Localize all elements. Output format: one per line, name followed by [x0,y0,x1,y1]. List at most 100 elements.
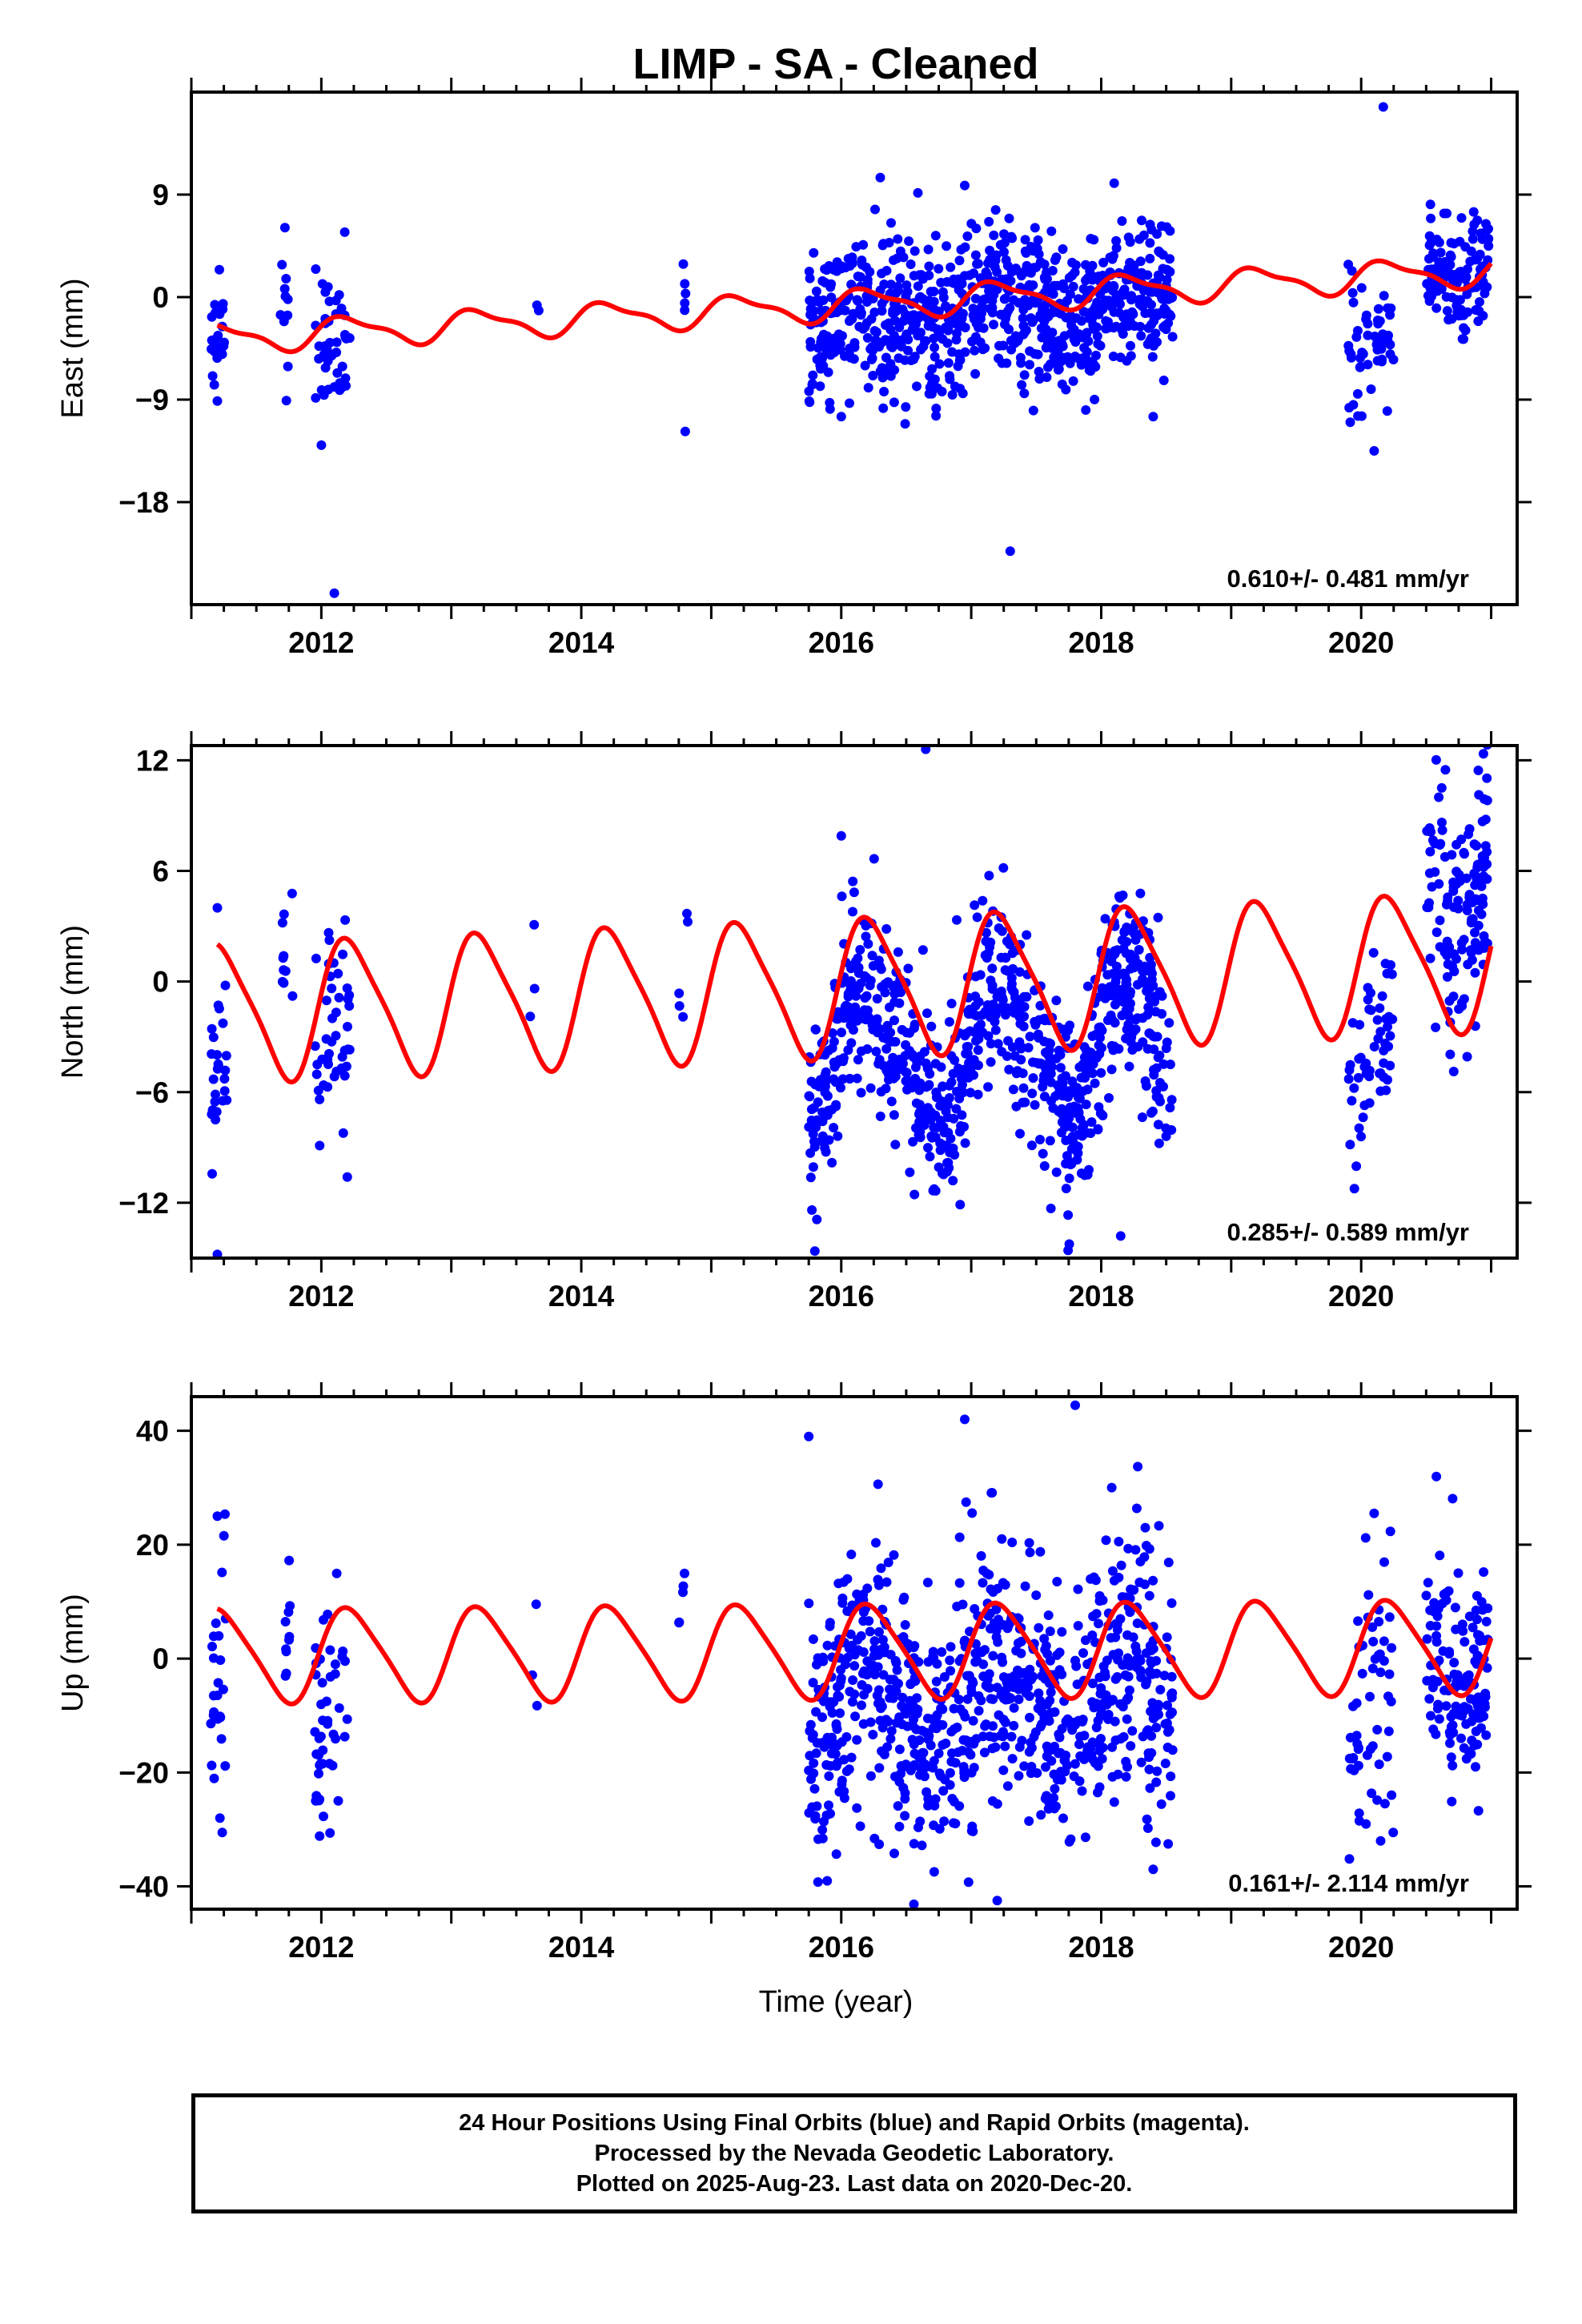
data-point [866,354,877,364]
data-point [807,1205,817,1215]
panel-north: 2012 2014 2016 2018 2020 12 6 0 −6 −12 North (mm) 0… [56,731,1532,1313]
data-point [1441,292,1452,302]
data-point [1094,1049,1105,1059]
data-point [947,347,958,357]
data-point [919,1771,930,1782]
data-point [1067,257,1078,267]
data-point [986,1488,997,1498]
data-point [1039,316,1050,327]
data-point [1101,1535,1111,1546]
data-point [1074,1092,1083,1103]
data-point [970,332,981,342]
data-point [862,297,872,307]
data-point [830,1077,841,1088]
data-point [1459,1743,1469,1753]
data-point [1067,1076,1078,1087]
data-point [900,1620,910,1630]
data-point [1161,324,1171,335]
data-point [943,358,954,368]
data-point [817,1116,828,1127]
data-point [868,371,878,380]
data-point [946,1642,956,1652]
data-point [971,1035,981,1046]
data-point [1025,360,1034,370]
data-point [956,1073,966,1084]
data-point [1472,841,1482,851]
data-point [986,975,996,986]
data-point [1082,1128,1092,1138]
data-point [1460,849,1469,859]
data-point [331,1066,342,1076]
data-point [809,1119,819,1129]
data-point [873,1580,884,1590]
data-point [963,1747,974,1757]
y-tick-label: 20 [136,1529,169,1562]
data-point [1380,959,1391,969]
data-point [848,308,858,319]
data-point [1142,1823,1153,1833]
data-point [869,1636,880,1647]
data-point [1379,1557,1389,1567]
data-point [1382,406,1392,416]
data-point [1148,1575,1158,1586]
data-point [330,1659,340,1670]
data-point [881,266,892,275]
data-point [1160,1719,1170,1729]
data-point [207,1168,217,1179]
data-point [1345,417,1355,428]
data-point [1155,1684,1166,1695]
data-point [812,1214,822,1224]
data-point [1435,840,1445,850]
data-point [1480,1688,1491,1699]
data-point [848,876,858,887]
data-point [808,370,818,380]
data-point [284,1631,295,1642]
data-point [212,353,223,364]
data-point [1425,846,1435,857]
data-point [1046,1062,1057,1072]
data-point [881,352,891,363]
data-point [934,1748,944,1759]
data-point [1034,1622,1044,1633]
data-point [921,746,931,754]
data-point [868,1024,878,1035]
data-point [1041,1641,1051,1651]
data-point [1058,279,1068,289]
data-point [1109,178,1119,188]
data-point [1070,337,1081,347]
y-axis-label-east: East (mm) [56,278,90,418]
data-point [1061,384,1071,395]
data-point [1166,1692,1177,1703]
data-point [1086,1750,1097,1760]
data-point [871,1538,881,1548]
data-point [962,1042,972,1052]
data-point [1123,1543,1134,1554]
data-point [1142,1676,1152,1687]
data-point [1459,994,1469,1004]
data-point [832,1014,841,1024]
data-point [846,279,857,290]
data-point [1137,1112,1147,1123]
data-point [1096,1734,1106,1744]
data-point [1472,1701,1483,1711]
data-point [968,1715,978,1726]
data-point [674,988,685,999]
data-point [1077,1786,1087,1796]
data-point [1368,1636,1379,1647]
data-point [1480,841,1491,851]
data-point [1426,238,1436,248]
data-point [1088,324,1098,334]
data-point [885,1002,894,1012]
data-point [1138,230,1149,240]
data-point [836,412,846,422]
data-point [928,1763,938,1773]
data-point [1481,1616,1492,1626]
data-point [1025,1712,1034,1723]
data-point [870,204,880,215]
data-point [1048,289,1058,300]
data-point [852,1803,862,1813]
data-point [1373,304,1383,314]
data-point [334,290,344,300]
data-point [811,1024,821,1035]
data-point [832,266,842,276]
